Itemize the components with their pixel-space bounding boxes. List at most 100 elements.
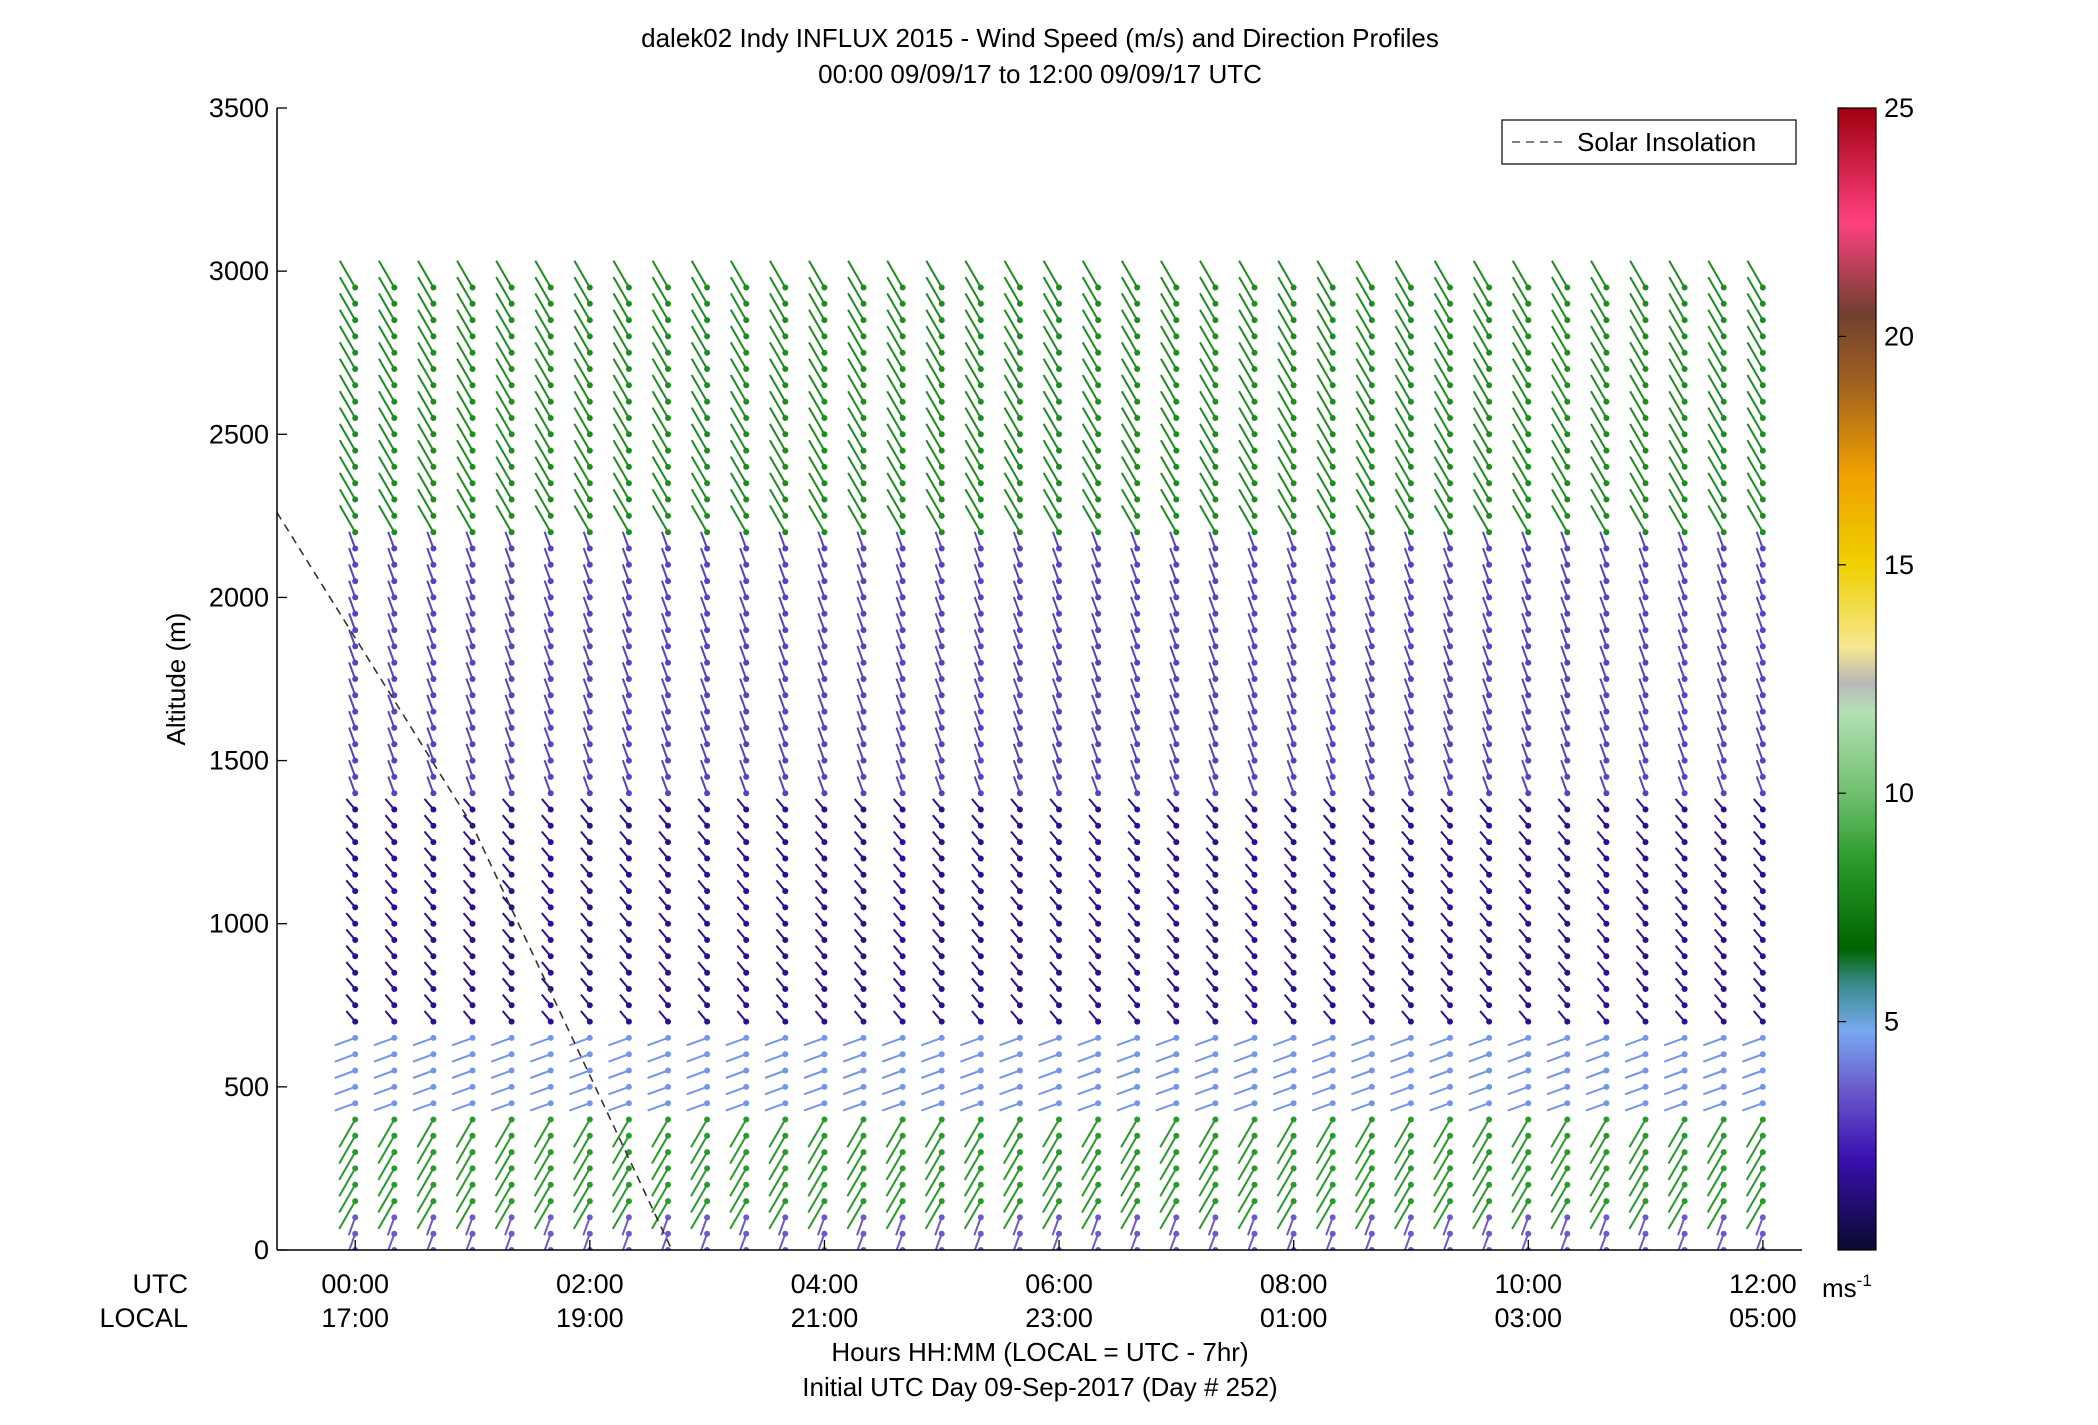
wind-barb-dot xyxy=(899,1083,906,1090)
wind-barb-dot xyxy=(1720,1116,1727,1123)
wind-barb-dot xyxy=(352,349,359,356)
wind-barb-dot xyxy=(1056,578,1062,585)
wind-barb-shaft xyxy=(1668,505,1686,533)
wind-barb-dot xyxy=(547,610,554,617)
wind-barb-shaft xyxy=(1355,456,1373,484)
wind-barb-dot xyxy=(1016,643,1023,650)
wind-barb-dot xyxy=(1095,904,1102,911)
wind-barb-dot xyxy=(1447,545,1453,552)
wind-barb-dot xyxy=(1486,398,1493,405)
wind-barb-dot xyxy=(352,937,359,943)
wind-barb-shaft xyxy=(334,1036,356,1047)
wind-barb-dot xyxy=(1486,1018,1493,1025)
wind-barb-dot xyxy=(704,578,711,585)
wind-barb-dot xyxy=(1525,757,1532,764)
wind-barb-dot xyxy=(938,398,945,405)
wind-barb-shaft xyxy=(886,472,904,501)
wind-barb-dot xyxy=(938,1149,945,1156)
wind-barb-dot xyxy=(1720,741,1727,748)
wind-barb-dot xyxy=(821,757,828,764)
wind-barb-shaft xyxy=(377,1135,396,1165)
wind-barb-dot xyxy=(430,676,437,682)
wind-barb-dot xyxy=(430,594,437,601)
wind-barb-shaft xyxy=(690,423,708,452)
wind-barb-dot xyxy=(704,415,711,421)
wind-barb-shaft xyxy=(1311,1102,1334,1112)
wind-barb-shaft xyxy=(543,1233,552,1250)
wind-barb-dot xyxy=(743,953,750,960)
wind-barb-shaft xyxy=(690,260,708,288)
wind-barb-shaft xyxy=(1130,1233,1139,1250)
wind-barb-dot xyxy=(860,1198,867,1205)
wind-barb-shaft xyxy=(1683,1249,1685,1250)
wind-barb-shaft xyxy=(1629,260,1647,288)
wind-barb-dot xyxy=(704,447,711,454)
wind-barb-dot xyxy=(704,1132,711,1139)
wind-barb-dot xyxy=(665,757,671,764)
wind-barb-dot xyxy=(1095,643,1102,650)
wind-barb-dot xyxy=(430,937,437,943)
wind-barb-dot xyxy=(938,1132,945,1139)
wind-barb-dot xyxy=(1056,806,1062,813)
wind-barb-dot xyxy=(1212,1002,1219,1009)
wind-barb-dot xyxy=(821,855,828,862)
wind-barb-dot xyxy=(1134,986,1141,992)
wind-barb-shaft xyxy=(1355,292,1373,321)
wind-barb-shaft xyxy=(925,472,943,501)
wind-barb-shaft xyxy=(338,488,357,517)
wind-barb-shaft xyxy=(1042,374,1060,403)
wind-barb-dot xyxy=(977,431,984,438)
wind-barb-dot xyxy=(1095,1230,1102,1237)
wind-barb-dot xyxy=(860,1034,867,1041)
wind-barb-shaft xyxy=(569,1053,591,1063)
wind-barb-shaft xyxy=(416,1200,435,1230)
wind-barb-dot xyxy=(1603,512,1610,519)
wind-barb-dot xyxy=(508,398,515,405)
wind-barb-shaft xyxy=(1364,1233,1373,1250)
wind-barb-dot xyxy=(625,512,632,519)
wind-barb-dot xyxy=(625,1018,632,1025)
wind-barb-shaft xyxy=(1511,439,1530,468)
wind-barb-dot xyxy=(1720,822,1727,829)
wind-barb-shaft xyxy=(1394,276,1412,305)
wind-barb-dot xyxy=(704,349,711,356)
wind-barb-dot xyxy=(508,529,515,536)
wind-barb-dot xyxy=(430,855,437,862)
wind-barb-dot xyxy=(899,773,906,780)
wind-barb-shaft xyxy=(1042,456,1060,484)
wind-barb-dot xyxy=(1642,1002,1649,1009)
wind-barb-dot xyxy=(1642,415,1649,421)
wind-barb-shaft xyxy=(1628,1167,1647,1197)
wind-barb-dot xyxy=(1134,969,1141,976)
wind-barb-dot xyxy=(391,1165,398,1172)
wind-barb-shaft xyxy=(569,1036,591,1047)
wind-barb-shaft xyxy=(529,1102,552,1112)
wind-barb-shaft xyxy=(417,374,435,403)
wind-barb-shaft xyxy=(738,1217,748,1236)
wind-barb-shaft xyxy=(651,488,669,517)
wind-barb-dot xyxy=(1720,545,1727,552)
wind-barb-shaft xyxy=(456,407,474,435)
wind-barb-dot xyxy=(352,773,359,780)
wind-barb-dot xyxy=(782,692,789,699)
wind-barb-shaft xyxy=(1237,1184,1256,1214)
wind-barb-dot xyxy=(391,659,398,666)
wind-barb-dot xyxy=(1642,333,1649,340)
wind-barb-dot xyxy=(1642,349,1649,356)
wind-barb-dot xyxy=(430,953,437,960)
wind-barb-dot xyxy=(1368,643,1375,650)
wind-barb-dot xyxy=(1212,643,1219,650)
colorbar-tick-label: 25 xyxy=(1884,93,1914,123)
wind-barb-dot xyxy=(508,822,515,829)
wind-barb-shaft xyxy=(1238,407,1256,435)
colorbar-unit-exponent: -1 xyxy=(1857,1271,1872,1290)
wind-barb-dot xyxy=(1173,447,1180,454)
wind-barb-shaft xyxy=(807,1184,826,1214)
wind-barb-dot xyxy=(1251,1181,1258,1188)
wind-barb-shaft xyxy=(1551,260,1569,288)
wind-barb-dot xyxy=(899,480,906,487)
wind-barb-shaft xyxy=(573,456,591,484)
wind-barb-dot xyxy=(1212,659,1219,666)
wind-barb-dot xyxy=(1212,1034,1219,1041)
wind-barb-dot xyxy=(430,349,437,356)
